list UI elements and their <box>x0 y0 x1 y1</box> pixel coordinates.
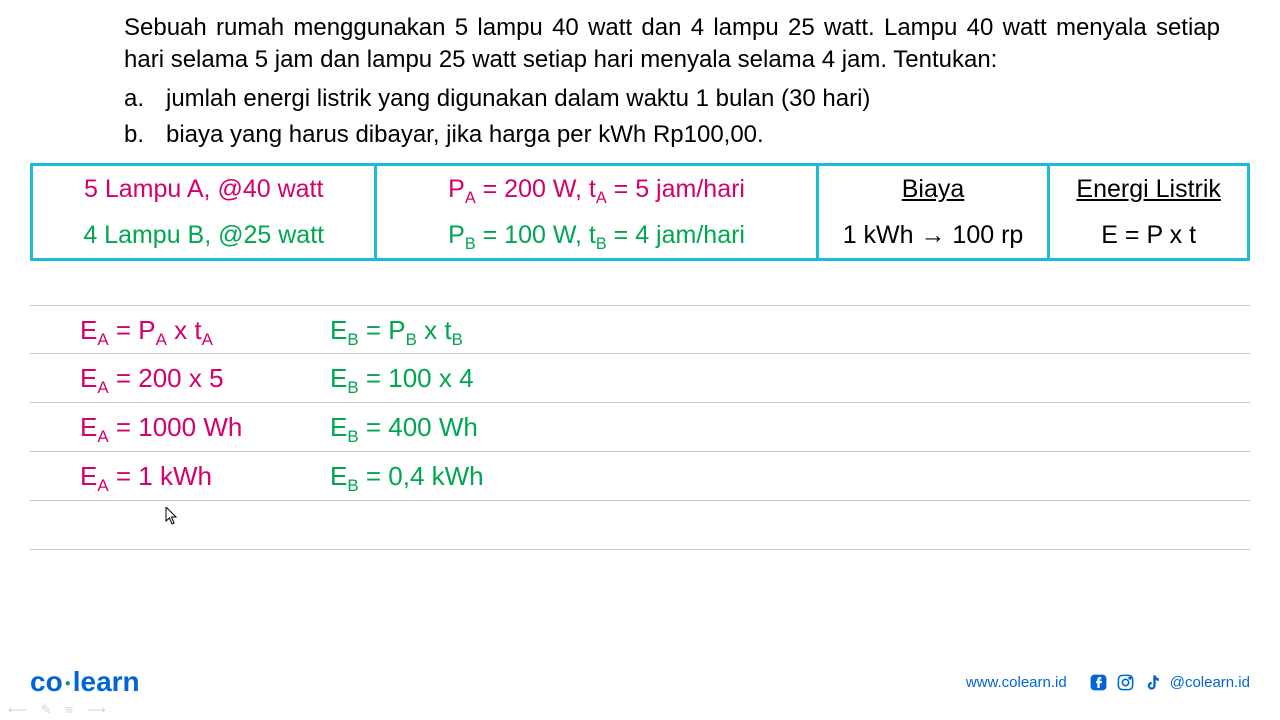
calc-ea-kwh: EA = 1 kWh <box>30 452 330 500</box>
tiktok-icon <box>1143 673 1162 692</box>
instagram-icon <box>1116 673 1135 692</box>
toolbar-icon: ⟵ <box>8 702 27 718</box>
given-power-b: PB = 100 W, tB = 4 jam/hari <box>377 212 815 258</box>
calculation-area: EA = PA x tA EB = PB x tB EA = 200 x 5 E… <box>30 305 1250 550</box>
bottom-toolbar: ⟵ ✎ ≡ ⟶ <box>8 702 106 718</box>
given-lamp-b: 4 Lampu B, @25 watt <box>33 212 374 258</box>
calc-eb-step1: EB = 100 x 4 <box>330 354 474 402</box>
facebook-icon <box>1089 673 1108 692</box>
calc-eb-kwh: EB = 0,4 kWh <box>330 452 484 500</box>
toolbar-icon: ≡ <box>66 702 74 718</box>
problem-statement: Sebuah rumah menggunakan 5 lampu 40 watt… <box>30 12 1250 77</box>
calc-ea-wh: EA = 1000 Wh <box>30 403 330 451</box>
footer: co●learn www.colearn.id @colearn.id <box>0 662 1280 720</box>
website-url: www.colearn.id <box>966 674 1067 691</box>
social-handle: @colearn.id <box>1170 674 1250 691</box>
question-a-text: jumlah energi listrik yang digunakan dal… <box>166 81 1250 117</box>
cost-heading: Biaya <box>819 166 1048 212</box>
brand-logo: co●learn <box>30 666 140 698</box>
energy-heading: Energi Listrik <box>1050 166 1247 212</box>
question-a-letter: a. <box>124 81 166 117</box>
calc-ea-step1: EA = 200 x 5 <box>30 354 330 402</box>
question-list: a. jumlah energi listrik yang digunakan … <box>30 81 1250 153</box>
calc-eb-wh: EB = 400 Wh <box>330 403 478 451</box>
calc-ea-formula: EA = PA x tA <box>30 306 330 353</box>
cost-rate: 1 kWh → 100 rp <box>819 212 1048 258</box>
given-data-boxes: 5 Lampu A, @40 watt 4 Lampu B, @25 watt … <box>30 163 1250 261</box>
energy-formula: E = P x t <box>1050 212 1247 258</box>
toolbar-icon: ⟶ <box>87 702 106 718</box>
calc-eb-formula: EB = PB x tB <box>330 306 463 353</box>
question-b-text: biaya yang harus dibayar, jika harga per… <box>166 117 1250 153</box>
question-b-letter: b. <box>124 117 166 153</box>
toolbar-icon: ✎ <box>41 702 52 718</box>
given-power-a: PA = 200 W, tA = 5 jam/hari <box>377 166 815 212</box>
given-lamp-a: 5 Lampu A, @40 watt <box>33 166 374 212</box>
